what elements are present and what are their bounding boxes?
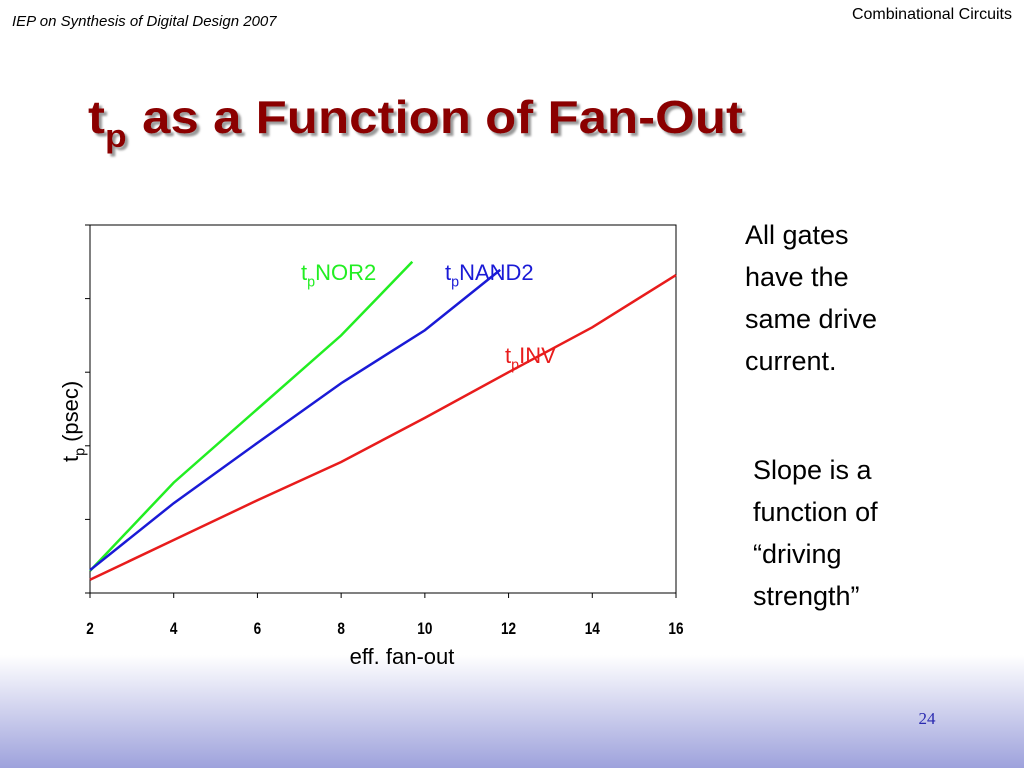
x-tick-label: 2 — [86, 620, 94, 639]
slide-title: tp as a Function of Fan-Out — [88, 91, 743, 154]
x-tick-label: 10 — [417, 620, 432, 639]
label-sub: p — [451, 275, 459, 291]
label-base: t — [58, 456, 83, 462]
series-line — [89, 268, 501, 572]
label: tpINV — [505, 343, 556, 374]
x-tick-label: 6 — [254, 620, 262, 639]
page-number: 24 — [919, 709, 937, 728]
label-text: INV — [519, 343, 556, 368]
label-sub: p — [73, 448, 89, 456]
header-right: Combinational Circuits — [852, 6, 1012, 23]
note-line: function of — [753, 497, 878, 527]
note-line: “driving — [753, 539, 842, 569]
label-sub: p — [307, 275, 315, 291]
label-base: t — [445, 260, 451, 285]
label: tpNAND2 — [445, 260, 534, 291]
footer-gradient — [0, 655, 1024, 768]
series-line — [89, 273, 677, 581]
label-text: NAND2 — [459, 260, 534, 285]
label: tp (psec) — [58, 381, 89, 462]
note-line: same drive — [745, 304, 877, 334]
x-axis-label: eff. fan-out — [350, 644, 455, 669]
label-base: t — [505, 343, 511, 368]
series-line — [89, 260, 414, 572]
note-line: have the — [745, 262, 849, 292]
label-text: (psec) — [58, 381, 83, 442]
note-line: strength” — [753, 581, 860, 611]
note-line: Slope is a — [753, 455, 873, 485]
header-left: IEP on Synthesis of Digital Design 2007 — [12, 13, 277, 30]
label-text: NOR2 — [315, 260, 376, 285]
title-base: t — [88, 91, 105, 143]
x-tick-label: 14 — [585, 620, 601, 639]
plot-frame — [89, 224, 677, 594]
notes: All gates have the same drive current. Slope… — [745, 220, 878, 611]
x-tick-label: 4 — [170, 620, 178, 639]
label-base: t — [301, 260, 307, 285]
note-line: current. — [745, 346, 837, 376]
label: tpNOR2 — [301, 260, 376, 291]
title-text: as a Function of Fan-Out — [142, 91, 743, 143]
x-tick-label: 8 — [337, 620, 345, 639]
x-tick-label: 16 — [668, 620, 683, 639]
note-line: All gates — [745, 220, 849, 250]
x-tick-label: 12 — [501, 620, 516, 639]
label-sub: p — [511, 358, 519, 374]
title-sub: p — [105, 118, 127, 154]
